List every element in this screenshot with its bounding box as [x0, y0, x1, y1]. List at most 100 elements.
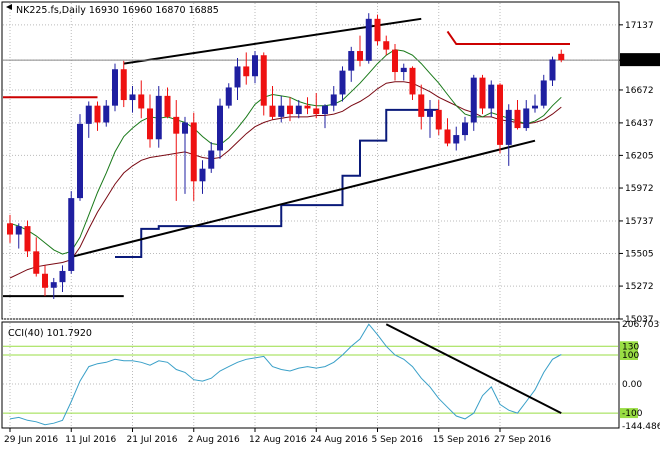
candle [112, 63, 118, 112]
candle-body [558, 53, 565, 61]
candle-body [462, 122, 468, 136]
candle [94, 101, 101, 131]
candle [234, 58, 241, 101]
candle [33, 237, 40, 277]
candle-body [479, 77, 486, 109]
candle-body [15, 226, 22, 235]
price-tick-label: 16672 [625, 86, 654, 96]
candle [400, 63, 407, 81]
candle [453, 126, 460, 151]
candle [129, 86, 136, 113]
price-tick-label: 17137 [625, 21, 654, 31]
candle [523, 100, 530, 131]
candle-body [147, 108, 153, 140]
time-tick-label: 5 Sep 2016 [372, 435, 424, 445]
candle [444, 118, 451, 147]
candle-body [488, 84, 495, 109]
time-tick-label: 21 Jul 2016 [127, 435, 178, 445]
time-tick-label: 11 Jul 2016 [65, 435, 116, 445]
chart-header: NK225.fs,Daily 16930 16960 16870 16885 [16, 5, 219, 16]
candle-body [7, 223, 13, 235]
candle [68, 191, 75, 274]
time-tick-label: 2 Aug 2016 [188, 435, 240, 445]
candle-body [278, 105, 285, 117]
candle-body [24, 226, 31, 252]
time-tick-label: 15 Sep 2016 [433, 435, 490, 445]
candle-body [234, 66, 241, 88]
candle-body [112, 69, 118, 106]
current-price-box [620, 53, 660, 67]
candle-body [322, 105, 328, 115]
candle [339, 66, 346, 102]
candle [15, 223, 22, 249]
candle [505, 104, 512, 166]
price-tick-label: 15737 [625, 217, 654, 227]
candle-body [182, 122, 188, 134]
candle-body [400, 67, 407, 73]
candle-body [225, 87, 232, 106]
candle [540, 74, 547, 109]
candle-body [68, 198, 75, 271]
indicator-panel-frame [1, 321, 620, 429]
cci-tick-label: 130 [622, 342, 639, 352]
candle-body [532, 105, 538, 109]
candle-body [260, 55, 267, 106]
candle [225, 83, 232, 109]
candle-body [383, 41, 390, 50]
candle [549, 56, 556, 87]
candle [24, 220, 31, 257]
candle [164, 87, 171, 119]
candle [173, 100, 180, 201]
candle [462, 116, 468, 141]
candle-body [313, 108, 320, 115]
cci-level-box [620, 349, 638, 360]
candle [409, 66, 416, 101]
lower-trend-line [71, 139, 536, 258]
candle-body [42, 273, 48, 288]
candle-body [444, 129, 451, 144]
candle [147, 94, 153, 148]
candle [365, 13, 372, 64]
candle-body [540, 80, 547, 106]
candle [217, 98, 223, 159]
cci-header: CCI(40) 101.7920 [8, 328, 92, 339]
candle-body [287, 105, 293, 115]
candle [488, 80, 495, 117]
candle-body [190, 122, 197, 182]
resistance-line-right [446, 30, 570, 46]
candle [418, 84, 425, 130]
candle-body [217, 105, 223, 151]
candle [330, 86, 337, 112]
candle [532, 94, 538, 113]
time-tick-label: 27 Sep 2016 [494, 435, 551, 445]
candle-body [514, 109, 521, 129]
slow-ma-line [9, 81, 562, 279]
cci-tick-label: 206.7039 [622, 320, 660, 330]
candle-body [50, 282, 57, 288]
candle [514, 100, 521, 130]
collapse-arrow-icon[interactable] [6, 4, 12, 10]
candles[interactable] [7, 13, 565, 299]
candle [479, 74, 486, 115]
candle-body [348, 51, 355, 71]
candle-body [523, 108, 530, 129]
cci-tick-label: -100 [622, 409, 643, 419]
candle [322, 104, 328, 129]
candle-body [330, 94, 337, 106]
time-tick-label: 12 Aug 2016 [249, 435, 307, 445]
candle [269, 86, 276, 120]
candle-body [208, 150, 215, 169]
candle-body [418, 94, 425, 117]
cci-line [9, 323, 562, 426]
candle-body [295, 105, 302, 115]
candle [103, 100, 110, 127]
candle-body [304, 105, 311, 109]
price-axis: 17137 16885 16672 16437 16205 15972 15737 15505… [619, 21, 660, 325]
candle-body [59, 270, 66, 283]
candle-body [252, 55, 258, 77]
candle [383, 35, 390, 56]
candle [85, 101, 92, 138]
candle [470, 74, 477, 131]
